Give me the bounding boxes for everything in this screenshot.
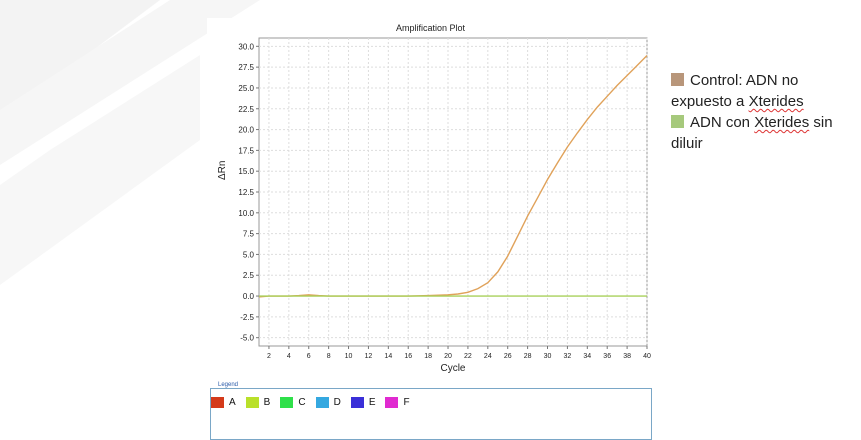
- y-tick-label: 0.0: [243, 292, 255, 301]
- plate-legend-label: F: [403, 397, 410, 408]
- plate-legend-swatch: [280, 397, 294, 408]
- y-tick-label: 5.0: [243, 250, 255, 259]
- x-tick-label: 24: [484, 353, 492, 360]
- side-legend: Control: ADN no expuesto a Xterides ADN …: [671, 70, 851, 154]
- x-tick-label: 34: [583, 353, 591, 360]
- y-tick-label: 7.5: [243, 230, 255, 239]
- xterides-color-square: [671, 115, 684, 128]
- x-tick-label: 26: [504, 353, 512, 360]
- x-tick-label: 14: [384, 353, 392, 360]
- x-tick-label: 4: [287, 353, 291, 360]
- plate-legend-box: [210, 388, 652, 440]
- y-tick-label: 2.5: [243, 271, 255, 280]
- side-legend-xterides-underlined: Xterides: [754, 114, 810, 131]
- y-tick-label: 12.5: [238, 188, 254, 197]
- amplification-chart: -5.0 -2.5 0.0 2.5 5.0 7.5 10.0 12.5 15.0 17.5 20.0…: [238, 37, 651, 360]
- side-legend-control: Control: ADN no expuesto a Xterides: [671, 70, 851, 112]
- plate-legend-label: E: [368, 397, 376, 408]
- x-tick-label: 40: [643, 353, 651, 360]
- y-tick-label: 20.0: [238, 126, 254, 135]
- x-tick-label: 10: [345, 353, 353, 360]
- y-tick-label: 22.5: [238, 105, 254, 114]
- x-axis-label: Cycle: [440, 363, 466, 374]
- background-stripes: [0, 0, 160, 120]
- series-line-control: [258, 55, 648, 298]
- y-tick-label: 27.5: [238, 63, 254, 72]
- plate-legend-swatch: [385, 397, 399, 408]
- x-tick-label: 20: [444, 353, 452, 360]
- x-tick-label: 12: [365, 353, 373, 360]
- y-axis-label: ΔRn: [217, 160, 228, 180]
- y-tick-label: 30.0: [238, 42, 254, 51]
- plate-legend-items: A B C D E F: [211, 397, 420, 408]
- plate-legend-swatch: [350, 397, 364, 408]
- side-legend-control-prefix: Control: ADN no expuesto a: [671, 72, 799, 110]
- x-tick-label: 18: [424, 353, 432, 360]
- side-legend-xterides-suffix: sin diluir: [671, 114, 833, 152]
- y-tick-label: 15.0: [238, 167, 254, 176]
- plate-legend-item-c: C: [280, 397, 306, 408]
- plate-legend-title: Legend: [216, 382, 241, 388]
- x-tick-label: 28: [524, 353, 532, 360]
- plate-legend-item-d: D: [315, 397, 341, 408]
- y-tick-label: 17.5: [238, 146, 254, 155]
- plate-legend-label: A: [229, 397, 236, 408]
- side-legend-xterides: ADN con Xterides sin diluir: [671, 112, 851, 154]
- y-tick-label: -2.5: [240, 313, 254, 322]
- plate-legend-item-b: B: [245, 397, 271, 408]
- plate-legend-label: D: [333, 397, 341, 408]
- plate-legend-label: B: [263, 397, 271, 408]
- plate-legend-swatch: [245, 397, 259, 408]
- x-tick-label: 22: [464, 353, 472, 360]
- plate-legend-item-a: A: [211, 397, 236, 408]
- control-color-square: [671, 73, 684, 86]
- chart-title: Amplification Plot: [395, 23, 466, 33]
- plate-legend-item-e: E: [350, 397, 376, 408]
- x-tick-label: 36: [603, 353, 611, 360]
- x-tick-label: 38: [623, 353, 631, 360]
- plate-legend-swatch: [211, 397, 224, 408]
- plate-legend-swatch: [315, 397, 329, 408]
- x-tick-label: 6: [307, 353, 311, 360]
- y-tick-label: 25.0: [238, 84, 254, 93]
- side-legend-control-underlined: Xterides: [748, 93, 804, 110]
- side-legend-xterides-prefix: ADN con: [690, 114, 755, 131]
- x-tick-label: 30: [544, 353, 552, 360]
- x-tick-label: 2: [267, 353, 271, 360]
- x-tick-label: 8: [327, 353, 331, 360]
- y-tick-label: -5.0: [240, 334, 254, 343]
- y-tick-label: 10.0: [238, 209, 254, 218]
- plate-legend-item-f: F: [385, 397, 410, 408]
- plate-legend-label: C: [298, 397, 306, 408]
- x-tick-label: 32: [564, 353, 572, 360]
- x-tick-label: 16: [404, 353, 412, 360]
